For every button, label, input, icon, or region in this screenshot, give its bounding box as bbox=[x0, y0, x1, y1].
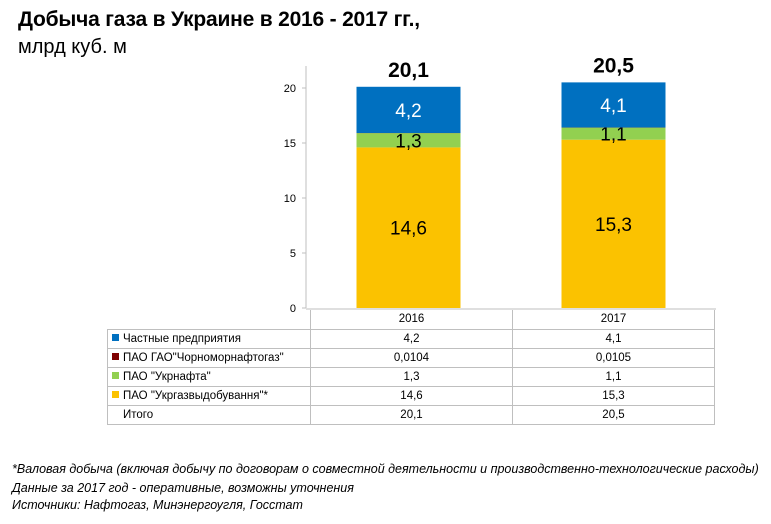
y-tick-label: 15 bbox=[284, 138, 296, 150]
table-header-row: 2016 2017 bbox=[107, 310, 715, 330]
y-tick-label: 10 bbox=[284, 193, 296, 205]
table-cell: 1,1 bbox=[512, 366, 715, 387]
legend-swatch bbox=[112, 352, 119, 360]
legend-swatch bbox=[112, 333, 119, 341]
bar-segment bbox=[356, 133, 461, 148]
table-row-label: ПАО "Укрнафта" bbox=[107, 366, 311, 387]
table-column-header: 2017 bbox=[512, 310, 715, 330]
table-cell: 15,3 bbox=[512, 385, 715, 406]
chart-title: Добыча газа в Украине в 2016 - 2017 гг., bbox=[18, 8, 420, 31]
table-column-header: 2016 bbox=[310, 310, 513, 330]
data-table: 2016 2017 Частные предприятия 4,2 4,1 ПАО ГАО… bbox=[107, 310, 715, 425]
bar-data-label: 1,3 bbox=[395, 131, 421, 152]
bar-segment bbox=[561, 82, 666, 128]
table-row-label-text: ПАО ГАО"Чорноморнафтогаз" bbox=[123, 351, 284, 364]
bar-data-label: 4,2 bbox=[395, 101, 421, 122]
table-row-label: ПАО ГАО"Чорноморнафтогаз" bbox=[107, 347, 311, 368]
table-row: ПАО "Укрнафта" 1,3 1,1 bbox=[107, 366, 715, 387]
legend-swatch bbox=[112, 390, 119, 398]
table-cell: 0,0104 bbox=[310, 347, 513, 368]
bar-data-label: 1,1 bbox=[600, 125, 626, 146]
y-tick-label: 20 bbox=[284, 83, 296, 95]
footnote-sources: Источники: Нафтогаз, Минэнергоугля, Госс… bbox=[12, 498, 303, 512]
bar-segment bbox=[356, 86, 461, 133]
table-cell: 20,5 bbox=[512, 404, 715, 425]
table-row: ПАО "Укргазвыдобування"* 14,6 15,3 bbox=[107, 385, 715, 406]
bar-data-label: 15,3 bbox=[595, 215, 632, 236]
bar-total-label: 20,5 bbox=[593, 55, 634, 78]
table-row-label-text: ПАО "Укргазвыдобування"* bbox=[123, 389, 269, 402]
footnote-gross: *Валовая добыча (включая добычу по догов… bbox=[12, 462, 759, 476]
table-cell: 1,3 bbox=[310, 366, 513, 387]
bar-segment bbox=[356, 147, 461, 308]
table-cell: 4,1 bbox=[512, 328, 715, 349]
bar-segment bbox=[561, 127, 666, 140]
table-row: ПАО ГАО"Чорноморнафтогаз" 0,0104 0,0105 bbox=[107, 347, 715, 368]
table-cell: 0,0105 bbox=[512, 347, 715, 368]
table-row-label: Итого bbox=[107, 404, 311, 425]
y-tick-label: 0 bbox=[290, 303, 296, 315]
table-cell: 14,6 bbox=[310, 385, 513, 406]
bar-data-label: 4,1 bbox=[600, 96, 626, 117]
table-cell: 4,2 bbox=[310, 328, 513, 349]
table-row-label-text: Частные предприятия bbox=[123, 332, 241, 345]
legend-swatch bbox=[112, 371, 119, 379]
footnote-preliminary: Данные за 2017 год - оперативные, возмож… bbox=[12, 481, 354, 495]
chart-subtitle: млрд куб. м bbox=[18, 36, 127, 58]
table-row: Частные предприятия 4,2 4,1 bbox=[107, 328, 715, 349]
bar-total-label: 20,1 bbox=[388, 59, 429, 82]
table-row-label-text: ПАО "Укрнафта" bbox=[123, 370, 211, 383]
y-tick-label: 5 bbox=[290, 248, 296, 260]
bar-data-label: 14,6 bbox=[390, 219, 427, 240]
table-cell: 20,1 bbox=[310, 404, 513, 425]
bar-segment bbox=[561, 139, 666, 308]
table-corner-cell bbox=[107, 310, 311, 330]
table-row-label: Частные предприятия bbox=[107, 328, 311, 349]
legend-swatch-empty bbox=[112, 410, 119, 417]
table-row-label-text: Итого bbox=[123, 408, 154, 421]
table-row-label: ПАО "Укргазвыдобування"* bbox=[107, 385, 311, 406]
table-row: Итого 20,1 20,5 bbox=[107, 404, 715, 425]
